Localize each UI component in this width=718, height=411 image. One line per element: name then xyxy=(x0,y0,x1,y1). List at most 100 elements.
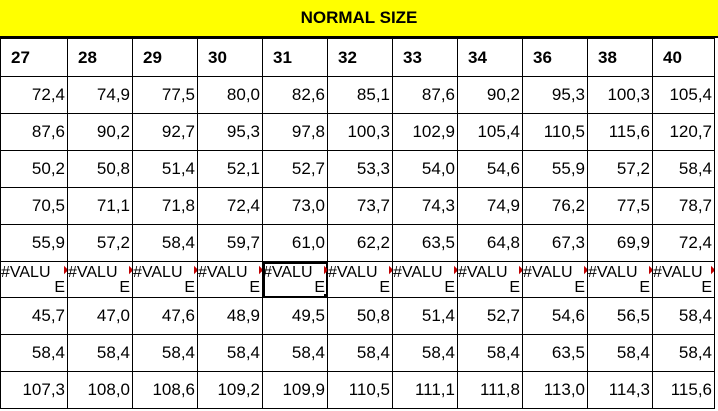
value-cell[interactable]: 71,1 xyxy=(67,187,133,225)
error-cell[interactable]: #VALU E xyxy=(327,261,393,298)
value-cell[interactable]: 92,7 xyxy=(132,113,198,151)
value-cell[interactable]: 74,9 xyxy=(67,76,133,114)
error-cell[interactable]: #VALU E xyxy=(457,261,523,298)
value-cell[interactable]: 58,4 xyxy=(132,224,198,262)
size-header-cell[interactable]: 33 xyxy=(392,38,458,77)
value-cell[interactable]: 100,3 xyxy=(327,113,393,151)
error-cell[interactable]: #VALU E xyxy=(262,261,328,298)
size-header-cell[interactable]: 30 xyxy=(197,38,263,77)
size-header-cell[interactable]: 36 xyxy=(522,38,588,77)
value-cell[interactable]: 52,7 xyxy=(262,150,328,188)
value-cell[interactable]: 115,6 xyxy=(587,113,653,151)
value-cell[interactable]: 77,5 xyxy=(132,76,198,114)
value-cell[interactable]: 107,3 xyxy=(0,371,68,409)
value-cell[interactable]: 58,4 xyxy=(652,334,715,372)
value-cell[interactable]: 74,3 xyxy=(392,187,458,225)
value-cell[interactable]: 109,2 xyxy=(197,371,263,409)
value-cell[interactable]: 58,4 xyxy=(652,150,715,188)
value-cell[interactable]: 120,7 xyxy=(652,113,715,151)
value-cell[interactable]: 55,9 xyxy=(522,150,588,188)
value-cell[interactable]: 54,0 xyxy=(392,150,458,188)
value-cell[interactable]: 73,7 xyxy=(327,187,393,225)
value-cell[interactable]: 111,1 xyxy=(392,371,458,409)
value-cell[interactable]: 76,2 xyxy=(522,187,588,225)
error-cell[interactable]: #VALU E xyxy=(392,261,458,298)
value-cell[interactable]: 51,4 xyxy=(132,150,198,188)
size-header-cell[interactable]: 38 xyxy=(587,38,653,77)
value-cell[interactable]: 57,2 xyxy=(67,224,133,262)
value-cell[interactable]: 87,6 xyxy=(0,113,68,151)
value-cell[interactable]: 58,4 xyxy=(67,334,133,372)
value-cell[interactable]: 82,6 xyxy=(262,76,328,114)
value-cell[interactable]: 113,0 xyxy=(522,371,588,409)
value-cell[interactable]: 72,4 xyxy=(652,224,715,262)
size-header-cell[interactable]: 34 xyxy=(457,38,523,77)
value-cell[interactable]: 105,4 xyxy=(457,113,523,151)
value-cell[interactable]: 90,2 xyxy=(457,76,523,114)
value-cell[interactable]: 72,4 xyxy=(197,187,263,225)
value-cell[interactable]: 114,3 xyxy=(587,371,653,409)
value-cell[interactable]: 100,3 xyxy=(587,76,653,114)
value-cell[interactable]: 47,6 xyxy=(132,297,198,335)
size-header-cell[interactable]: 29 xyxy=(132,38,198,77)
value-cell[interactable]: 71,8 xyxy=(132,187,198,225)
value-cell[interactable]: 58,4 xyxy=(197,334,263,372)
value-cell[interactable]: 50,8 xyxy=(67,150,133,188)
value-cell[interactable]: 87,6 xyxy=(392,76,458,114)
value-cell[interactable]: 52,1 xyxy=(197,150,263,188)
value-cell[interactable]: 72,4 xyxy=(0,76,68,114)
error-cell[interactable]: #VALU E xyxy=(132,261,198,298)
value-cell[interactable]: 49,5 xyxy=(262,297,328,335)
value-cell[interactable]: 90,2 xyxy=(67,113,133,151)
size-header-cell[interactable]: 40 xyxy=(652,38,715,77)
error-cell[interactable]: #VALU E xyxy=(522,261,588,298)
value-cell[interactable]: 58,4 xyxy=(0,334,68,372)
value-cell[interactable]: 67,3 xyxy=(522,224,588,262)
value-cell[interactable]: 73,0 xyxy=(262,187,328,225)
value-cell[interactable]: 102,9 xyxy=(392,113,458,151)
value-cell[interactable]: 64,8 xyxy=(457,224,523,262)
value-cell[interactable]: 97,8 xyxy=(262,113,328,151)
value-cell[interactable]: 54,6 xyxy=(522,297,588,335)
value-cell[interactable]: 109,9 xyxy=(262,371,328,409)
value-cell[interactable]: 110,5 xyxy=(522,113,588,151)
size-header-cell[interactable]: 28 xyxy=(67,38,133,77)
error-cell[interactable]: #VALU E xyxy=(587,261,653,298)
value-cell[interactable]: 54,6 xyxy=(457,150,523,188)
value-cell[interactable]: 85,1 xyxy=(327,76,393,114)
value-cell[interactable]: 69,9 xyxy=(587,224,653,262)
value-cell[interactable]: 95,3 xyxy=(522,76,588,114)
value-cell[interactable]: 50,2 xyxy=(0,150,68,188)
size-header-cell[interactable]: 32 xyxy=(327,38,393,77)
value-cell[interactable]: 77,5 xyxy=(587,187,653,225)
value-cell[interactable]: 48,9 xyxy=(197,297,263,335)
error-cell[interactable]: #VALU E xyxy=(67,261,133,298)
value-cell[interactable]: 62,2 xyxy=(327,224,393,262)
value-cell[interactable]: 58,4 xyxy=(587,334,653,372)
value-cell[interactable]: 58,4 xyxy=(262,334,328,372)
error-cell[interactable]: #VALU E xyxy=(0,261,68,298)
value-cell[interactable]: 56,5 xyxy=(587,297,653,335)
value-cell[interactable]: 74,9 xyxy=(457,187,523,225)
size-header-cell[interactable]: 31 xyxy=(262,38,328,77)
value-cell[interactable]: 115,6 xyxy=(652,371,715,409)
value-cell[interactable]: 63,5 xyxy=(522,334,588,372)
value-cell[interactable]: 108,6 xyxy=(132,371,198,409)
value-cell[interactable]: 105,4 xyxy=(652,76,715,114)
value-cell[interactable]: 53,3 xyxy=(327,150,393,188)
value-cell[interactable]: 50,8 xyxy=(327,297,393,335)
value-cell[interactable]: 78,7 xyxy=(652,187,715,225)
value-cell[interactable]: 52,7 xyxy=(457,297,523,335)
value-cell[interactable]: 51,4 xyxy=(392,297,458,335)
value-cell[interactable]: 63,5 xyxy=(392,224,458,262)
value-cell[interactable]: 58,4 xyxy=(652,297,715,335)
value-cell[interactable]: 61,0 xyxy=(262,224,328,262)
value-cell[interactable]: 80,0 xyxy=(197,76,263,114)
value-cell[interactable]: 45,7 xyxy=(0,297,68,335)
value-cell[interactable]: 95,3 xyxy=(197,113,263,151)
value-cell[interactable]: 58,4 xyxy=(457,334,523,372)
value-cell[interactable]: 58,4 xyxy=(327,334,393,372)
value-cell[interactable]: 57,2 xyxy=(587,150,653,188)
error-cell[interactable]: #VALU E xyxy=(197,261,263,298)
fill-handle[interactable] xyxy=(324,294,327,297)
